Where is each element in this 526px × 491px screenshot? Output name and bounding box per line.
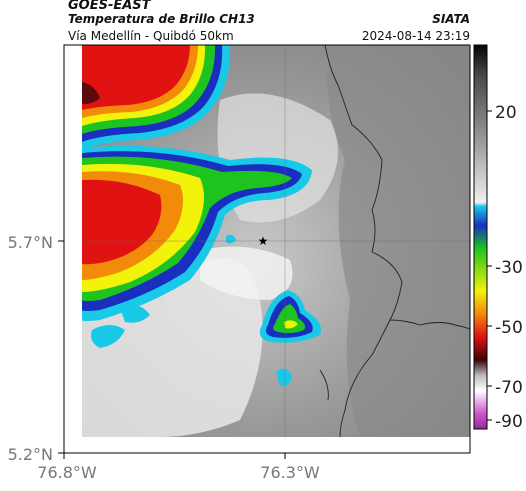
satellite-image <box>82 45 470 437</box>
colorbar-tick-label: -90 <box>495 412 523 432</box>
colorbar-tick-label: -70 <box>495 378 523 398</box>
satellite-name: GOES-EAST <box>68 0 151 13</box>
timestamp: 2024-08-14 23:19 <box>361 29 470 43</box>
organization-name: SIATA <box>432 12 470 26</box>
lon-tick-label: 76.3°W <box>260 463 320 482</box>
temperature-colorbar: 20 -30 -50 -70 -90 <box>473 44 523 432</box>
location-star-marker: ★ <box>258 234 269 248</box>
product-title: Temperatura de Brillo CH13 <box>68 12 255 26</box>
colorbar-tick-label: -50 <box>495 318 523 338</box>
colorbar-tick-label: -30 <box>495 258 523 278</box>
lat-tick-label: 5.2°N <box>8 445 53 464</box>
lat-tick-label: 5.7°N <box>8 233 53 252</box>
colorbar-tick-label: 20 <box>495 103 517 123</box>
lon-tick-label: 76.8°W <box>37 463 97 482</box>
route-subtitle: Vía Medellín - Quibdó 50km <box>68 29 234 43</box>
